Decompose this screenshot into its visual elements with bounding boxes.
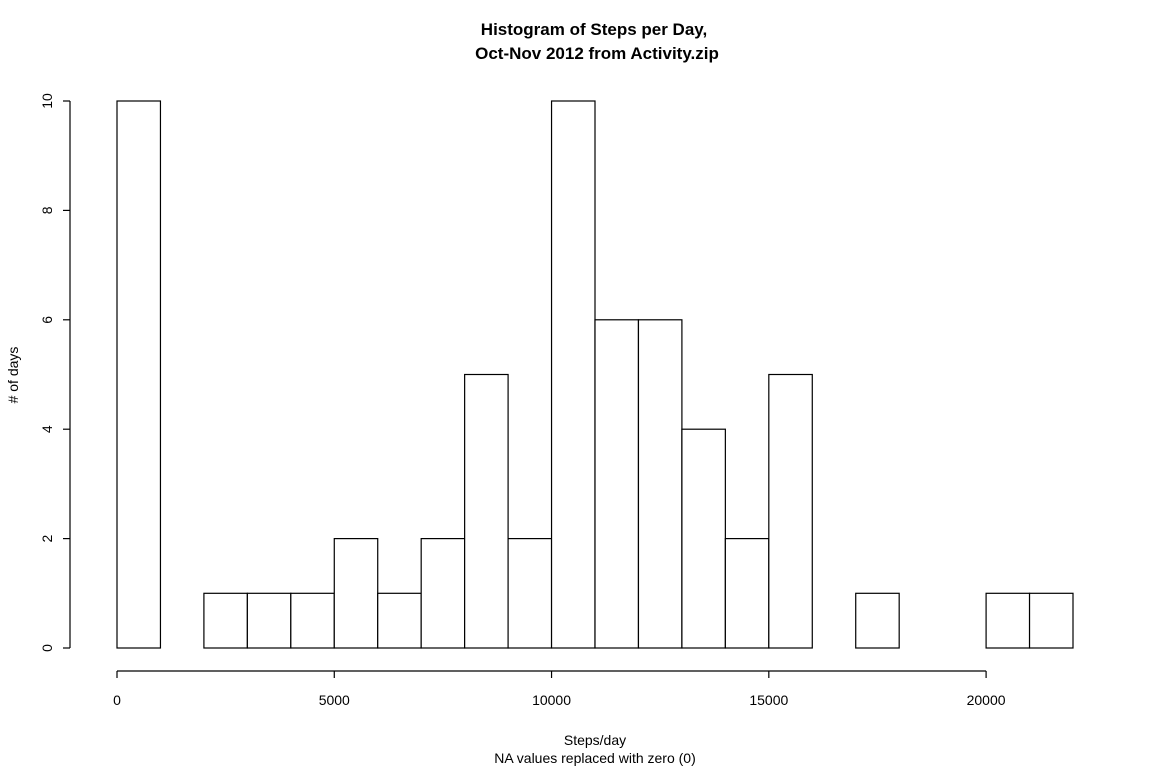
x-tick-label: 0 xyxy=(113,692,121,708)
y-axis-label: # of days xyxy=(5,347,21,404)
x-axis-label: Steps/day xyxy=(564,732,626,748)
y-tick-label: 8 xyxy=(39,206,55,214)
x-tick-label: 20000 xyxy=(967,692,1006,708)
histogram-bar xyxy=(377,592,422,649)
x-tick-label: 15000 xyxy=(749,692,788,708)
histogram-bar xyxy=(246,592,292,649)
histogram-bar xyxy=(681,428,726,649)
histogram-bar xyxy=(724,537,770,649)
histogram-bar xyxy=(507,537,553,649)
y-tick-label: 10 xyxy=(39,93,55,109)
histogram-bar xyxy=(550,100,596,649)
histogram-bar xyxy=(464,373,509,649)
chart-subtitle: Oct-Nov 2012 from Activity.zip xyxy=(475,44,719,63)
histogram-bar xyxy=(768,373,813,649)
histogram-bar xyxy=(290,592,335,649)
histogram-bar xyxy=(637,319,683,649)
histogram-bar xyxy=(333,537,379,649)
histogram-bar xyxy=(594,319,640,649)
x-axis: 0 5000 10000 15000 20000 xyxy=(113,670,1006,708)
histogram-bar xyxy=(985,592,1031,649)
y-axis: 0 2 4 6 8 10 xyxy=(39,93,71,652)
histogram-bar xyxy=(116,100,162,649)
y-tick-label: 6 xyxy=(39,316,55,324)
histogram-bar xyxy=(855,592,900,649)
histogram-bar xyxy=(420,537,466,649)
x-axis-note: NA values replaced with zero (0) xyxy=(494,750,696,766)
y-tick-label: 2 xyxy=(39,534,55,542)
x-tick-label: 5000 xyxy=(319,692,350,708)
y-tick-label: 0 xyxy=(39,644,55,652)
x-tick-label: 10000 xyxy=(532,692,571,708)
y-tick-label: 4 xyxy=(39,425,55,433)
chart-title: Histogram of Steps per Day, xyxy=(481,20,707,39)
bars-group xyxy=(116,100,1074,649)
histogram-bar xyxy=(1028,592,1074,649)
histogram-bar xyxy=(203,592,248,649)
